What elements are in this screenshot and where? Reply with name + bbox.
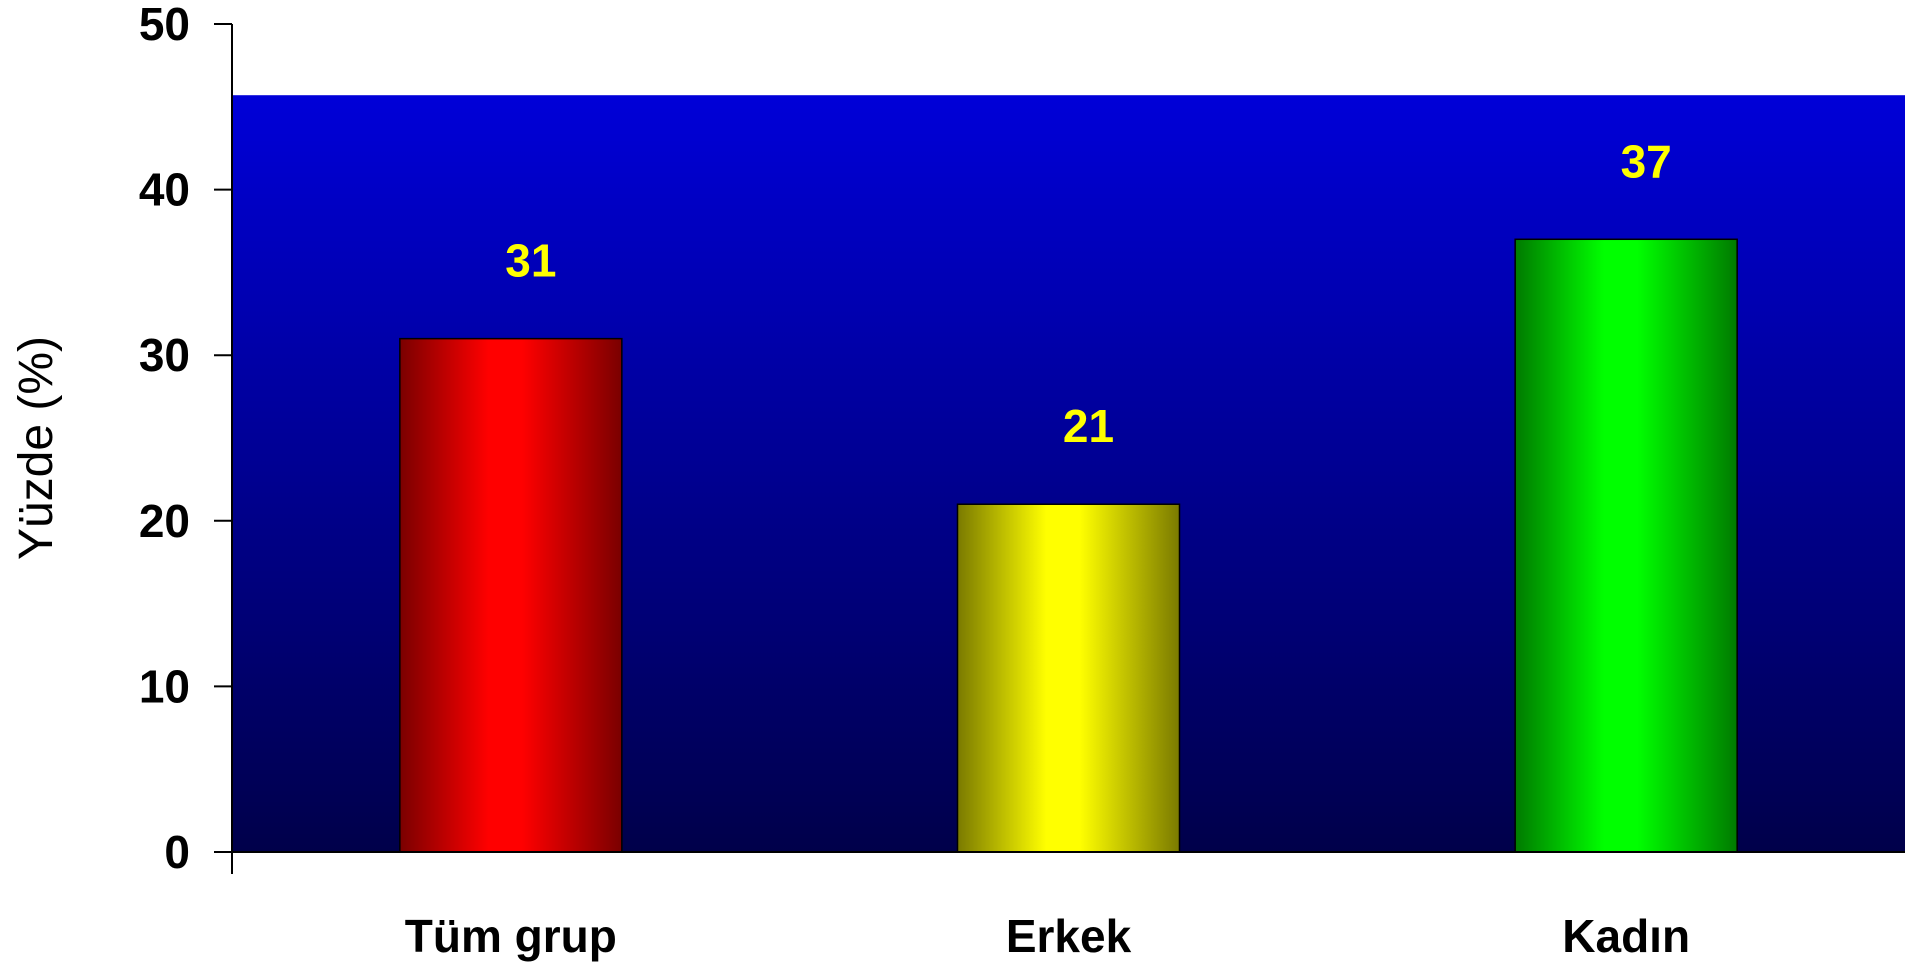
y-tick-label-30: 30 xyxy=(139,329,190,381)
y-axis-title: Yüzde (%) xyxy=(10,336,63,560)
bar-2 xyxy=(956,503,1181,853)
category-label-3: Kadın xyxy=(1562,910,1690,962)
data-label-3: 37 xyxy=(1621,135,1672,187)
labels-layer: 31 Tüm grup 21 Erkek 37 Kadın xyxy=(405,135,1690,962)
category-label-2: Erkek xyxy=(1006,910,1132,962)
data-label-1: 31 xyxy=(505,235,556,287)
y-tick-label-20: 20 xyxy=(139,495,190,547)
y-axis: 0 10 20 30 40 50 xyxy=(139,0,1905,878)
bar-1 xyxy=(399,337,623,853)
bar-3 xyxy=(1514,238,1738,853)
y-tick-label-10: 10 xyxy=(139,660,190,712)
y-tick-label-50: 50 xyxy=(139,0,190,50)
bars-layer xyxy=(399,238,1738,853)
y-tick-label-40: 40 xyxy=(139,164,190,216)
y-tick-label-0: 0 xyxy=(164,826,190,878)
data-label-2: 21 xyxy=(1063,400,1114,452)
category-label-1: Tüm grup xyxy=(405,910,617,962)
